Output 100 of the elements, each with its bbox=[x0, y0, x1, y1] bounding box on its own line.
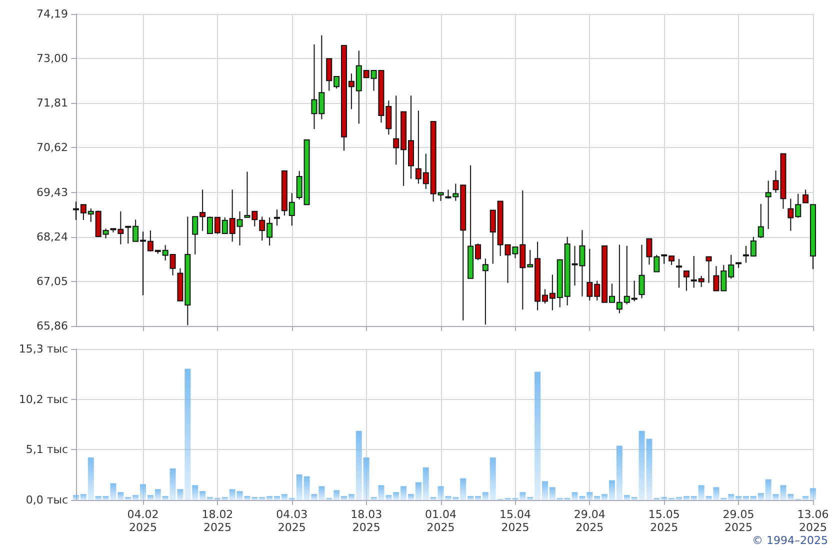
bar bbox=[780, 485, 786, 500]
bar bbox=[534, 372, 541, 500]
bar bbox=[452, 497, 459, 500]
bar bbox=[415, 482, 422, 500]
bar bbox=[162, 496, 168, 500]
candlestick bbox=[765, 180, 772, 230]
bar bbox=[311, 494, 318, 500]
bar bbox=[758, 493, 764, 500]
bar bbox=[438, 486, 444, 500]
y-tick-label: 65,86 bbox=[36, 320, 68, 332]
candlestick bbox=[482, 258, 488, 325]
bar bbox=[400, 486, 407, 500]
bar bbox=[80, 494, 86, 500]
bar bbox=[110, 483, 116, 500]
bar bbox=[713, 487, 720, 500]
bar bbox=[572, 492, 578, 500]
bar bbox=[698, 485, 704, 500]
bar bbox=[386, 495, 392, 500]
bar bbox=[88, 458, 94, 500]
bar bbox=[393, 492, 400, 500]
bar bbox=[728, 494, 734, 500]
y-tick-label: 74,19 bbox=[36, 8, 68, 20]
candlestick bbox=[638, 244, 645, 299]
candlestick bbox=[683, 270, 690, 292]
bar bbox=[602, 494, 608, 500]
bar bbox=[460, 478, 466, 500]
bar bbox=[192, 485, 198, 500]
bar bbox=[408, 494, 414, 500]
bar bbox=[318, 486, 325, 500]
x-tick-label: 01.04 2025 bbox=[425, 508, 457, 534]
candlestick bbox=[758, 203, 764, 238]
bar bbox=[244, 496, 250, 500]
bar bbox=[594, 496, 600, 500]
bar bbox=[147, 495, 154, 500]
bar bbox=[274, 496, 280, 500]
bar bbox=[676, 497, 682, 500]
bar bbox=[810, 488, 816, 500]
bar bbox=[281, 494, 288, 500]
bar bbox=[207, 497, 213, 500]
bar bbox=[304, 476, 310, 500]
bar bbox=[690, 496, 697, 500]
bar bbox=[646, 438, 652, 500]
bar bbox=[200, 491, 206, 500]
y-tick-label: 10,2 тыс bbox=[18, 392, 68, 406]
bar bbox=[579, 496, 586, 500]
bar bbox=[348, 494, 354, 500]
text: © 1994–2025 bbox=[752, 534, 828, 547]
x-tick-label: 29.05 2025 bbox=[722, 508, 754, 534]
bar bbox=[266, 496, 273, 500]
x-tick-label: 13.06 2025 bbox=[797, 508, 829, 534]
y-tick-label: 67,05 bbox=[36, 274, 68, 288]
x-tick-label: 18.02 2025 bbox=[202, 508, 234, 534]
bar bbox=[140, 484, 146, 500]
bar bbox=[765, 479, 772, 500]
bar bbox=[706, 496, 712, 500]
bar bbox=[527, 497, 534, 500]
bar bbox=[549, 487, 556, 500]
bar bbox=[624, 495, 630, 500]
y-tick-label: 70,62 bbox=[36, 141, 68, 154]
bar bbox=[616, 446, 622, 500]
bar bbox=[102, 496, 109, 500]
bar bbox=[334, 490, 340, 500]
y-tick-label: 68,24 bbox=[36, 230, 68, 244]
candlestick bbox=[802, 189, 809, 204]
bar bbox=[736, 496, 742, 500]
bar bbox=[125, 497, 132, 500]
y-tick-label: 73,00 bbox=[36, 52, 68, 66]
bar bbox=[430, 497, 436, 500]
bar bbox=[482, 492, 488, 500]
bar bbox=[356, 430, 362, 500]
bar bbox=[683, 496, 690, 500]
x-tick-label: 15.04 2025 bbox=[499, 508, 531, 534]
y-tick-label: 69,43 bbox=[36, 186, 68, 199]
candlestick bbox=[676, 258, 682, 288]
bar bbox=[236, 491, 243, 500]
x-tick-label: 29.04 2025 bbox=[574, 508, 606, 534]
bar bbox=[363, 458, 370, 500]
bar bbox=[184, 368, 191, 500]
bar bbox=[445, 496, 452, 500]
bar bbox=[788, 494, 794, 500]
bar bbox=[177, 489, 184, 500]
bar bbox=[631, 497, 638, 500]
y-tick-label: 5,1 тыс bbox=[26, 443, 68, 456]
bar bbox=[468, 496, 474, 500]
bar bbox=[490, 458, 496, 500]
y-tick-label: 0,0 тыс bbox=[26, 494, 68, 506]
y-tick-label: 15,3 тыс bbox=[18, 342, 68, 356]
bar bbox=[222, 497, 228, 500]
bar bbox=[252, 497, 258, 500]
x-tick-label: 04.02 2025 bbox=[127, 508, 159, 534]
x-tick-label: 15.05 2025 bbox=[648, 508, 680, 534]
x-tick-label: 04.03 2025 bbox=[276, 508, 308, 534]
bar bbox=[132, 495, 139, 500]
candlestick bbox=[706, 256, 712, 284]
bar bbox=[750, 496, 756, 500]
bar bbox=[661, 497, 668, 500]
y-tick-label: 71,81 bbox=[36, 96, 68, 110]
bar bbox=[229, 489, 236, 500]
bar bbox=[118, 492, 124, 500]
bar bbox=[542, 481, 548, 500]
